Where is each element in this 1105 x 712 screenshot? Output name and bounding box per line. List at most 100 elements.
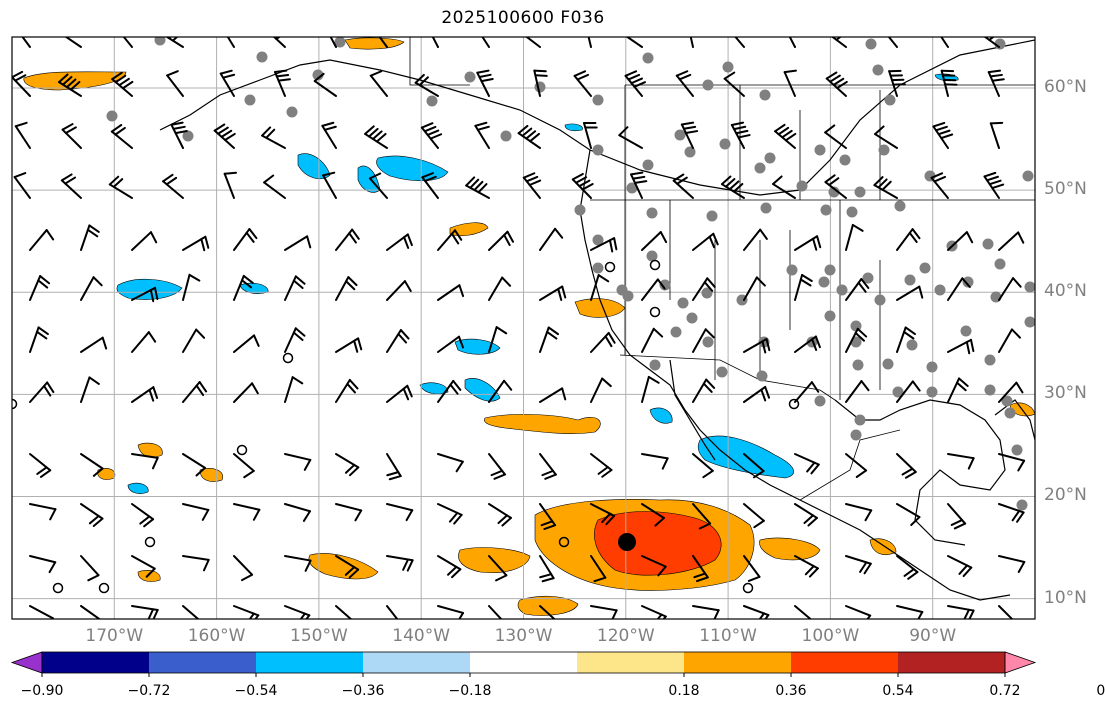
wind-barb [888,69,906,97]
colorbar-tick-label: −0.72 [127,683,171,699]
station-dot [982,238,994,250]
wind-barb [998,328,1021,353]
colorbar-bin [256,652,363,673]
station-dot [256,51,268,63]
wind-barb [131,386,159,403]
station-dot [962,276,974,288]
colorbar-bin [898,652,1005,673]
station-dot [646,250,658,262]
wind-barb [896,228,921,251]
station-dot [824,310,836,322]
warm-anomaly-gulf [869,538,897,555]
wind-barb [233,503,261,521]
wind-barb [284,605,311,619]
wind-barb [437,229,463,251]
wind-barb [675,70,694,97]
wind-barb [437,453,464,473]
wind-barb [29,555,57,574]
wind-barb [233,605,260,619]
wind-barb [930,172,949,199]
wind-barb [692,605,720,619]
station-dot [878,144,890,156]
station-dot [818,276,830,288]
wind-barb [539,605,556,619]
wind-barb [131,605,159,619]
wind-barb [12,70,31,97]
wind-barb [131,555,156,578]
wind-barb [896,605,924,619]
wind-barb [896,555,919,580]
wind-barb [122,37,133,48]
wind-barb [831,37,847,48]
wind-barb [845,278,870,301]
wind-barb [896,453,917,479]
station-dot [850,429,862,441]
colorbar-tick-label: 0.90 [1096,683,1105,699]
cold-anomaly-2 [376,155,449,182]
station-dot [994,258,1006,270]
station-dot [872,64,884,76]
wind-barb [182,273,201,301]
station-dot [865,38,877,50]
station-dot [828,186,840,198]
wind-barb [734,37,745,48]
wind-barb [170,121,188,149]
border-alaska-canada [409,37,470,86]
point-marker [618,533,636,551]
wind-barb [80,453,104,477]
station-dot [719,138,731,150]
wind-barb [794,335,821,353]
cold-anomaly-1 [297,153,331,180]
wind-barb [437,503,463,525]
wind-barb [743,555,761,582]
wind-barbs [12,37,1026,619]
station-dot [884,94,896,106]
wind-barb [743,228,768,251]
warm-anomaly-small3 [137,570,161,582]
wind-barb [587,37,592,48]
wind-barb [29,381,55,403]
wind-barb [335,276,358,301]
wind-barb [233,453,255,479]
wind-barb [641,327,664,353]
wind-barb [788,37,796,48]
station-dot [686,312,698,324]
wind-barb [692,232,719,251]
longitude-label: 110°W [699,626,757,646]
station-dot [592,262,604,274]
longitude-label: 150°W [290,626,348,646]
station-dot [244,94,256,106]
wind-barb [845,555,872,575]
station-dot [684,146,696,158]
wind-barb [672,173,694,199]
cold-anomaly-4 [116,278,183,300]
wind-barb [386,280,412,301]
wind-barb [111,71,134,97]
wind-barb [720,175,745,199]
station-dot [796,180,808,192]
wind-barb [590,453,613,478]
wind-barb [873,176,898,199]
wind-barb [284,503,311,522]
wind-barb [182,235,210,252]
wind-barb [783,69,797,97]
wind-barb [368,172,388,199]
colorbar [10,651,1037,677]
longitude-label: 170°W [85,626,144,646]
coastline-florida [994,399,1035,441]
station-dot [592,234,604,246]
calm-circle [742,582,754,594]
latitude-label: 50°N [1044,179,1087,200]
station-dot [786,264,798,276]
wind-barb [845,223,864,251]
wind-barb [641,231,668,251]
wind-barb [590,555,607,583]
wind-barb [21,37,31,48]
wind-barb [689,37,694,48]
wind-barb [29,503,57,521]
station-dot [759,89,771,101]
wind-barb [874,125,898,149]
station-dot [1004,407,1016,419]
station-dot [1016,499,1028,511]
wind-barb [284,235,312,251]
